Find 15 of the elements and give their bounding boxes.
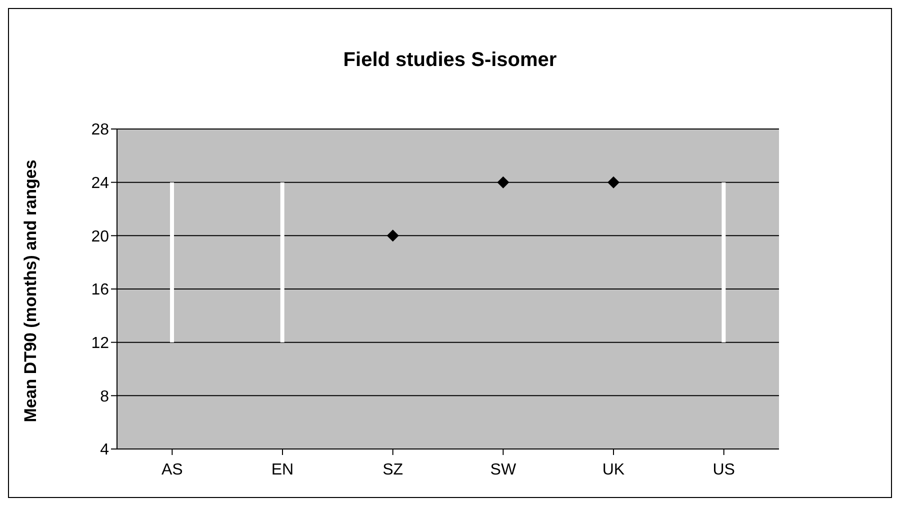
y-tick-label: 12 <box>91 335 110 352</box>
x-tick-label: US <box>712 461 735 478</box>
y-axis-title: Mean DT90 (months) and ranges <box>21 160 41 422</box>
y-tick-label: 20 <box>91 228 110 246</box>
y-tick-label: 4 <box>100 442 110 459</box>
y-tick-label: 8 <box>100 388 110 406</box>
x-tick-label: AS <box>161 461 183 478</box>
x-tick-label: SZ <box>382 461 404 478</box>
x-tick-label: EN <box>271 461 294 478</box>
x-tick-label: UK <box>602 461 625 478</box>
y-tick-label: 24 <box>91 175 110 192</box>
y-tick-label: 28 <box>91 122 110 139</box>
x-tick-label: SW <box>490 461 517 478</box>
y-tick-label: 16 <box>91 282 110 299</box>
chart-title: Field studies S-isomer <box>342 49 558 72</box>
